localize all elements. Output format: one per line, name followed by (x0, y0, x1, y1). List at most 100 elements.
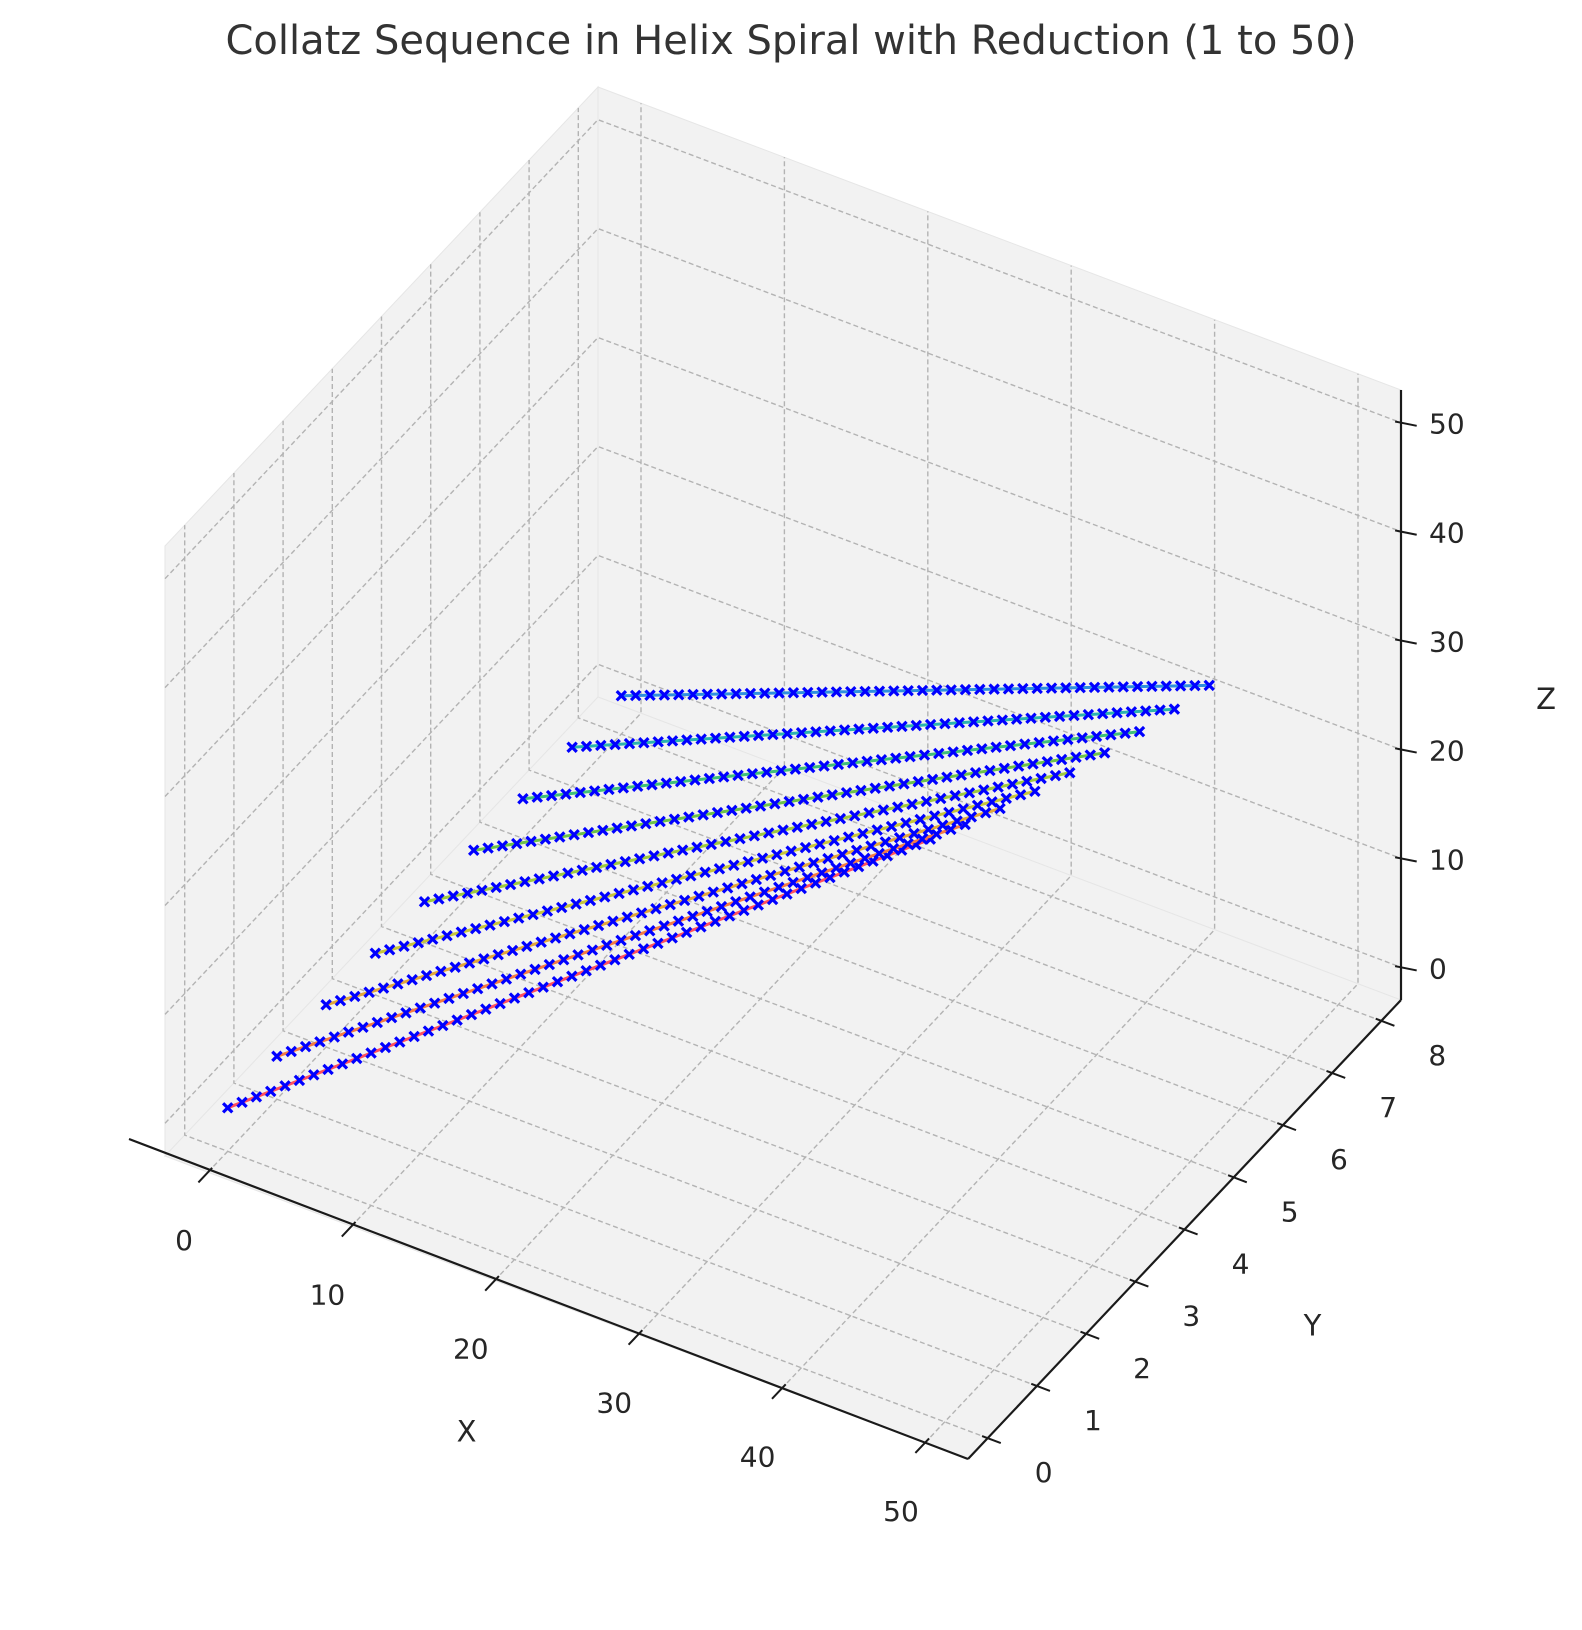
data-point (814, 838, 826, 850)
data-point (734, 832, 746, 845)
data-point (818, 760, 830, 772)
data-point (629, 689, 642, 702)
data-point (828, 834, 840, 847)
data-point (625, 820, 638, 832)
series-5 (418, 766, 1076, 908)
data-point (1111, 707, 1123, 719)
x-tick-label: 30 (596, 1387, 632, 1420)
series-line (621, 683, 1210, 698)
data-point (308, 1069, 320, 1081)
z-tick (1394, 747, 1417, 754)
data-point (836, 848, 849, 861)
data-point (463, 957, 476, 969)
grid-line (233, 473, 1038, 1387)
data-point (554, 831, 566, 843)
data-point (588, 785, 601, 797)
data-point (574, 786, 587, 799)
data-point (758, 687, 771, 699)
data-point (869, 782, 881, 795)
data-point (730, 896, 742, 908)
data-point (549, 932, 562, 944)
data-point (812, 791, 824, 803)
data-point (802, 686, 814, 699)
data-point (781, 727, 793, 740)
y-tick (1129, 1278, 1149, 1288)
data-point (611, 822, 623, 834)
data-point (900, 817, 912, 829)
data-point (986, 796, 998, 808)
data-point (687, 688, 699, 701)
data-point (648, 850, 660, 862)
data-point (951, 815, 963, 827)
data-point (777, 824, 789, 836)
data-point (623, 948, 635, 961)
data-point (971, 799, 984, 812)
data-point (1133, 725, 1146, 738)
data-point (369, 947, 382, 960)
data-point (723, 910, 736, 922)
data-point (537, 981, 549, 993)
data-point (693, 890, 705, 902)
data-point (564, 928, 576, 940)
grid-lines (164, 103, 1402, 1444)
data-point (936, 819, 949, 831)
data-point (660, 777, 673, 789)
data-point (511, 837, 523, 850)
data-point (521, 940, 533, 953)
y-tick-label: 1 (1084, 1404, 1102, 1437)
z-tick-label: 40 (1429, 517, 1465, 550)
data-point (572, 949, 584, 961)
data-point (443, 992, 455, 1005)
data-point (787, 686, 800, 699)
data-point (766, 893, 779, 906)
data-point (678, 894, 691, 907)
data-point (740, 802, 752, 814)
data-point (666, 932, 678, 944)
data-point (592, 919, 605, 932)
data-point (349, 990, 361, 1003)
data-point (1021, 775, 1033, 788)
data-point (566, 741, 578, 753)
data-point (846, 757, 859, 769)
data-point (898, 778, 910, 790)
data-point (662, 847, 675, 859)
data-point (910, 719, 923, 732)
data-point (1082, 708, 1095, 721)
data-point (922, 823, 935, 836)
data-point (1203, 679, 1215, 692)
grid-line (430, 264, 1234, 1178)
data-point (953, 717, 966, 729)
data-point (699, 866, 711, 879)
data-point (857, 827, 869, 840)
data-point (506, 944, 519, 957)
data-point (816, 867, 828, 879)
data-point (652, 937, 664, 950)
data-point (640, 817, 652, 830)
data-point (926, 773, 939, 786)
data-point (433, 893, 445, 905)
data-point (681, 734, 693, 746)
data-point (752, 729, 765, 742)
data-point (1119, 727, 1131, 739)
grid-line (577, 107, 1382, 1022)
data-point (965, 811, 978, 823)
data-point (451, 1014, 463, 1026)
data-point (746, 768, 759, 780)
data-point (605, 858, 617, 871)
data-point (582, 826, 595, 839)
data-point (709, 732, 722, 744)
y-tick-label: 3 (1182, 1300, 1200, 1333)
data-point (441, 929, 453, 942)
y-tick (1326, 1069, 1346, 1079)
data-point (916, 684, 929, 697)
grid-line (479, 212, 1284, 1126)
data-point (619, 855, 631, 868)
data-point (328, 1031, 340, 1043)
data-point (844, 857, 857, 869)
x-axis-line (128, 1137, 969, 1461)
y-tick-label: 2 (1133, 1352, 1151, 1385)
x-axis-label: X (457, 1415, 477, 1449)
y-tick-label: 7 (1379, 1091, 1397, 1124)
data-point (904, 750, 916, 763)
data-point (826, 789, 838, 801)
